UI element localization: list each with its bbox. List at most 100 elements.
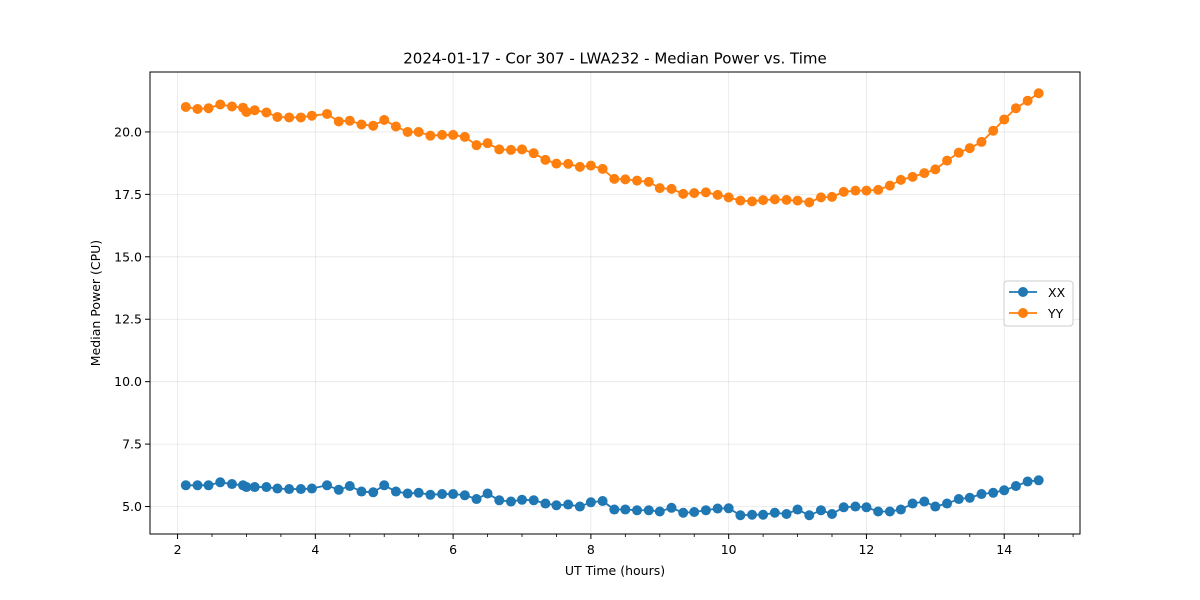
- data-point-yy: [597, 163, 608, 174]
- data-point-xx: [723, 503, 734, 514]
- data-point-xx: [988, 487, 999, 498]
- data-point-yy: [180, 101, 191, 112]
- data-point-yy: [942, 155, 953, 166]
- data-point-yy: [437, 129, 448, 140]
- data-point-xx: [356, 486, 367, 497]
- data-point-yy: [988, 125, 999, 136]
- y-axis-label: Median Power (CPU): [88, 240, 103, 366]
- data-point-xx: [226, 479, 237, 490]
- data-point-yy: [827, 191, 837, 202]
- data-point-yy: [585, 160, 596, 171]
- data-point-xx: [609, 504, 620, 515]
- data-point-yy: [284, 112, 295, 123]
- data-point-yy: [203, 103, 214, 114]
- data-point-xx: [827, 509, 837, 520]
- data-point-yy: [735, 195, 746, 206]
- data-point-yy: [413, 126, 424, 137]
- data-point-yy: [792, 195, 803, 206]
- data-point-xx: [781, 509, 792, 520]
- data-point-xx: [769, 507, 780, 518]
- data-point-yy: [999, 114, 1010, 125]
- data-point-xx: [505, 496, 516, 507]
- data-point-xx: [678, 507, 689, 518]
- data-point-yy: [781, 194, 792, 205]
- data-point-yy: [1022, 95, 1033, 106]
- data-point-yy: [333, 116, 344, 127]
- data-point-yy: [528, 148, 539, 159]
- data-point-yy: [1033, 88, 1044, 99]
- x-tick-label: 2: [174, 542, 182, 557]
- data-point-xx: [563, 499, 574, 510]
- data-point-xx: [482, 488, 493, 499]
- x-tick-label: 10: [721, 542, 737, 557]
- data-point-xx: [758, 509, 769, 520]
- x-tick-label: 14: [996, 542, 1012, 557]
- data-point-yy: [632, 175, 643, 186]
- data-point-yy: [953, 147, 964, 158]
- data-point-yy: [261, 107, 272, 118]
- data-point-xx: [1033, 475, 1044, 486]
- data-point-xx: [306, 483, 317, 494]
- data-point-xx: [804, 510, 815, 521]
- data-point-xx: [953, 494, 964, 505]
- data-point-yy: [712, 189, 723, 200]
- data-point-yy: [620, 174, 631, 185]
- data-point-yy: [643, 176, 654, 187]
- data-point-yy: [804, 197, 815, 208]
- data-point-xx: [551, 500, 562, 511]
- legend-label-xx: XX: [1048, 285, 1066, 300]
- data-point-yy: [390, 121, 401, 132]
- data-point-xx: [540, 498, 551, 509]
- data-point-yy: [723, 192, 734, 203]
- data-point-yy: [471, 140, 482, 151]
- axis-ticks: 2 4 6 8 10 12 14 5.0 7.5 10.0 12.5 15.0 17.5 20.0: [114, 124, 1074, 557]
- data-point-xx: [437, 489, 448, 500]
- data-point-yy: [494, 144, 505, 155]
- series-line-xx: [185, 479, 1039, 517]
- data-point-yy: [976, 136, 987, 147]
- data-point-xx: [261, 482, 272, 493]
- data-point-xx: [976, 489, 987, 500]
- data-point-yy: [563, 158, 574, 169]
- y-tick-label: 7.5: [122, 437, 142, 452]
- data-point-xx: [597, 496, 608, 507]
- data-point-yy: [666, 183, 677, 194]
- data-point-xx: [471, 494, 482, 505]
- data-point-yy: [448, 129, 459, 140]
- plot-area-frame: [149, 71, 1081, 535]
- legend-marker-yy: [1018, 308, 1028, 318]
- data-point-xx: [448, 489, 459, 500]
- data-point-xx: [964, 492, 975, 503]
- data-point-xx: [838, 502, 849, 513]
- data-point-xx: [459, 490, 470, 501]
- data-point-xx: [295, 484, 306, 495]
- data-point-xx: [930, 501, 941, 512]
- data-point-xx: [379, 480, 390, 491]
- data-point-xx: [632, 505, 643, 516]
- data-point-xx: [215, 477, 226, 488]
- data-point-yy: [678, 188, 689, 199]
- data-point-yy: [551, 158, 562, 169]
- data-point-xx: [919, 496, 930, 507]
- data-point-yy: [249, 105, 260, 116]
- data-point-yy: [815, 192, 826, 203]
- data-point-xx: [620, 504, 631, 515]
- x-tick-label: 6: [449, 542, 457, 557]
- y-tick-label: 5.0: [122, 499, 142, 514]
- data-point-xx: [585, 497, 596, 508]
- data-point-yy: [700, 187, 711, 198]
- data-point-xx: [402, 488, 413, 499]
- data-point-yy: [964, 143, 975, 154]
- data-point-yy: [873, 184, 884, 195]
- data-point-xx: [689, 507, 700, 518]
- data-point-yy: [379, 114, 390, 125]
- data-point-yy: [1010, 103, 1021, 114]
- data-point-xx: [249, 482, 260, 493]
- data-point-xx: [907, 498, 918, 509]
- data-point-yy: [895, 174, 906, 185]
- data-point-yy: [654, 183, 665, 194]
- data-point-xx: [284, 484, 295, 495]
- data-point-yy: [192, 103, 203, 114]
- data-point-yy: [306, 110, 317, 121]
